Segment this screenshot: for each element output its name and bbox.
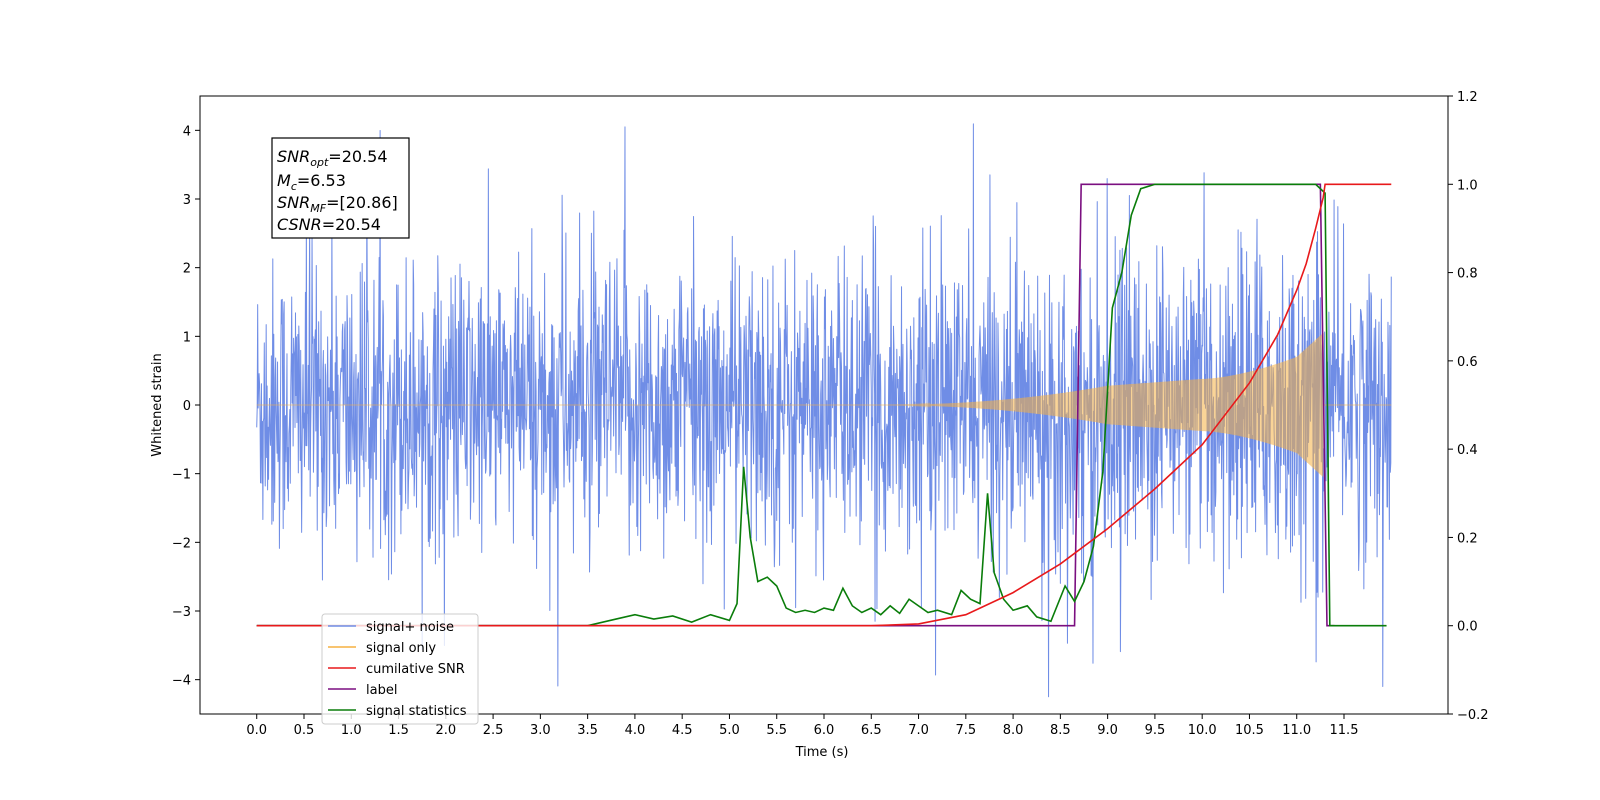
svg-text:label: label — [366, 683, 397, 698]
y-left-tick-label: 2 — [183, 262, 191, 277]
y-right-tick-label: 0.6 — [1457, 355, 1478, 370]
y-left-tick-label: 3 — [183, 193, 191, 208]
x-tick-label: 8.0 — [1003, 723, 1024, 738]
x-tick-label: 6.0 — [814, 723, 835, 738]
y-axis-left-ticks: 4 3 2 1 0 −1 −2 −3 −4 — [172, 124, 200, 689]
x-tick-label: 8.5 — [1050, 723, 1071, 738]
y-right-tick-label: 1.2 — [1457, 90, 1478, 105]
y-right-tick-label: 1.0 — [1457, 178, 1478, 193]
x-tick-label: 3.0 — [530, 723, 551, 738]
x-axis-ticks: 0.0 0.5 1.0 1.5 2.0 2.5 3.0 3.5 4.0 4.5 5.0 5.5 6.0 6… — [246, 714, 1358, 738]
x-tick-label: 0.0 — [246, 723, 267, 738]
y-left-tick-label: 1 — [183, 330, 191, 345]
x-tick-label: 4.0 — [625, 723, 646, 738]
csnr-text: CSNR=20.54 — [277, 215, 381, 234]
x-tick-label: 10.0 — [1188, 723, 1217, 738]
x-tick-label: 11.0 — [1282, 723, 1311, 738]
legend-item-signal-statistics: signal statistics — [328, 704, 467, 719]
x-tick-label: 6.5 — [861, 723, 882, 738]
x-tick-label: 9.0 — [1097, 723, 1118, 738]
y-left-tick-label: −3 — [172, 605, 191, 620]
x-tick-label: 4.5 — [672, 723, 693, 738]
mc-text: Mc=6.53 — [277, 171, 346, 193]
x-axis-label: Time (s) — [795, 745, 849, 760]
x-tick-label: 3.5 — [577, 723, 598, 738]
y-right-tick-label: 0.8 — [1457, 267, 1478, 282]
snr-mf-text: SNRMF=[20.86] — [277, 193, 398, 215]
svg-text:cumilative SNR: cumilative SNR — [366, 662, 465, 677]
y-left-tick-label: −2 — [172, 536, 191, 551]
x-tick-label: 7.5 — [955, 723, 976, 738]
legend-item-signal-plus-noise: signal+ noise — [328, 620, 454, 635]
series-signal-only — [256, 332, 1392, 477]
series-signal-plus-noise — [256, 123, 1392, 698]
legend-item-label: label — [328, 683, 397, 698]
x-tick-label: 2.0 — [435, 723, 456, 738]
series-signal-statistics — [256, 183, 1387, 627]
y-left-tick-label: 4 — [183, 124, 191, 139]
snr-annotation-box: SNRopt=20.54 Mc=6.53 SNRMF=[20.86] CSNR=… — [271, 137, 410, 239]
x-tick-label: 10.5 — [1235, 723, 1264, 738]
series-cumulative-snr — [256, 183, 1392, 627]
x-tick-label: 5.5 — [766, 723, 787, 738]
y-left-tick-label: 0 — [183, 399, 191, 414]
legend-item-signal-only: signal only — [328, 641, 436, 656]
x-tick-label: 9.5 — [1145, 723, 1166, 738]
y-right-tick-label: −0.2 — [1457, 708, 1489, 723]
y-right-tick-label: 0.0 — [1457, 620, 1478, 635]
svg-text:signal+ noise: signal+ noise — [366, 620, 454, 635]
x-tick-label: 5.0 — [719, 723, 740, 738]
y-axis-label: Whitened strain — [150, 353, 165, 456]
x-tick-label: 2.5 — [483, 723, 504, 738]
svg-text:signal statistics: signal statistics — [366, 704, 467, 719]
y-right-tick-label: 0.2 — [1457, 531, 1478, 546]
snr-opt-text: SNRopt=20.54 — [277, 147, 388, 169]
y-axis-right-ticks: 1.2 1.0 0.8 0.6 0.4 0.2 0.0 −0.2 — [1448, 90, 1489, 723]
x-tick-label: 11.5 — [1330, 723, 1359, 738]
y-right-tick-label: 0.4 — [1457, 443, 1478, 458]
legend-item-cumulative-snr: cumilative SNR — [328, 662, 465, 677]
y-left-tick-label: −1 — [172, 468, 191, 483]
svg-text:signal only: signal only — [366, 641, 436, 656]
plot-area — [256, 123, 1392, 698]
x-tick-label: 1.5 — [388, 723, 409, 738]
legend: signal+ noise signal only cumilative SNR… — [321, 613, 479, 725]
x-tick-label: 1.0 — [341, 723, 362, 738]
y-left-tick-label: −4 — [172, 674, 191, 689]
x-tick-label: 0.5 — [294, 723, 315, 738]
x-tick-label: 7.0 — [908, 723, 929, 738]
